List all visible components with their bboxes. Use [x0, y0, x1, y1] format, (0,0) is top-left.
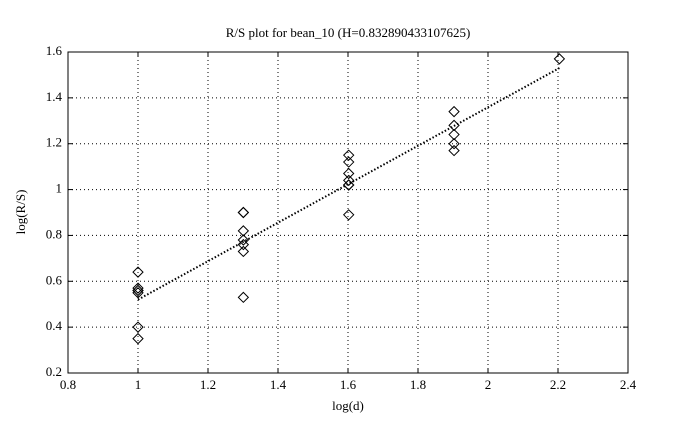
data-point — [237, 245, 250, 258]
data-point — [448, 138, 460, 150]
data-point — [342, 156, 355, 168]
x-tick-label: 2 — [485, 377, 492, 392]
x-tick-label: 1.8 — [410, 377, 426, 392]
x-tick-label: 1 — [135, 377, 142, 392]
fit-line — [137, 67, 560, 301]
y-tick-label: 0.8 — [46, 226, 62, 241]
x-tick-label: 1.6 — [340, 377, 357, 392]
x-axis-label: log(d) — [332, 398, 364, 413]
x-tick-label: 0.8 — [60, 377, 76, 392]
data-point — [132, 321, 144, 333]
data-point — [237, 206, 250, 219]
y-tick-label: 1.4 — [46, 89, 63, 104]
data-point — [342, 209, 355, 221]
y-tick-label: 1.6 — [46, 43, 63, 58]
data-point — [342, 167, 355, 180]
data-point — [132, 284, 144, 297]
y-tick-label: 1 — [56, 181, 63, 196]
data-point — [237, 291, 250, 304]
data-point — [448, 105, 460, 118]
data-point — [132, 266, 144, 278]
data-point — [132, 332, 144, 345]
x-tick-label: 2.2 — [550, 377, 566, 392]
data-point — [342, 179, 355, 191]
x-tick-label: 2.4 — [620, 377, 637, 392]
data-point — [448, 128, 460, 141]
data-point — [237, 234, 250, 246]
data-point — [237, 225, 250, 237]
x-tick-label: 1.2 — [200, 377, 216, 392]
x-tick-label: 1.4 — [270, 377, 287, 392]
data-point — [342, 149, 355, 161]
y-tick-label: 0.4 — [46, 318, 63, 333]
data-point — [342, 174, 355, 187]
data-point — [448, 144, 460, 157]
data-point — [132, 287, 144, 299]
y-tick-label: 1.2 — [46, 135, 62, 150]
y-tick-label: 0.2 — [46, 364, 62, 379]
data-point — [132, 282, 144, 294]
chart-title: R/S plot for bean_10 (H=0.83289043310762… — [226, 25, 471, 40]
y-axis-label: log(R/S) — [13, 190, 28, 235]
y-tick-label: 0.6 — [46, 272, 63, 287]
data-point — [553, 53, 566, 65]
data-point — [237, 206, 250, 219]
